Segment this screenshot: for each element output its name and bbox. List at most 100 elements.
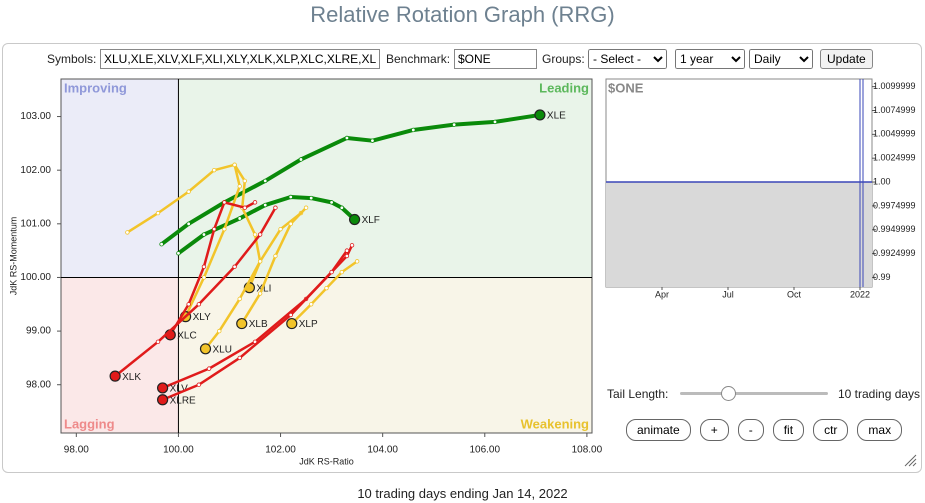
tail-point: [206, 366, 212, 371]
tail-point: [324, 285, 329, 291]
tail-point: [211, 226, 217, 232]
tail-point: [155, 210, 161, 216]
tail-label: Tail Length:: [607, 387, 669, 401]
tail-value: 10 trading days: [838, 387, 921, 401]
quadrant-label: Improving: [64, 80, 127, 95]
tail-point: [288, 221, 293, 227]
control-button[interactable]: animate: [626, 419, 691, 441]
y-tick-label: 103.00: [20, 111, 51, 122]
groups-label: Groups:: [542, 52, 585, 66]
head-marker: [236, 317, 248, 330]
quadrant: [178, 277, 593, 433]
quadrant-label: Lagging: [64, 416, 115, 431]
control-button[interactable]: +: [699, 419, 729, 441]
y-tick-label: 0.9949999: [873, 224, 916, 234]
x-tick-label: 98.00: [64, 445, 89, 456]
groups-select[interactable]: - Select -: [588, 49, 667, 69]
tail-point: [288, 312, 293, 318]
x-tick-label: 106.00: [469, 445, 500, 456]
tail-point: [242, 205, 248, 210]
plot-frame: [60, 78, 593, 434]
x-tick-label: 100.00: [163, 445, 194, 456]
symbols-label: Symbols:: [47, 52, 97, 66]
slider-handle[interactable]: [721, 386, 736, 401]
series-label: XLV: [170, 384, 188, 395]
quadrant: [61, 277, 179, 433]
footer: 10 trading days ending Jan 14, 2022: [357, 486, 568, 501]
series-label: XLK: [122, 372, 141, 383]
tail-point: [201, 275, 207, 280]
series-label: XLI: [256, 283, 271, 294]
tail-point: [278, 226, 283, 232]
series-label: XLRE: [170, 395, 196, 406]
series-label: XLE: [547, 111, 566, 122]
series-label: XLF: [362, 215, 380, 226]
tail-point: [354, 259, 360, 264]
tail-point: [263, 202, 268, 208]
x-tick-label: 2022: [850, 289, 870, 299]
update-button[interactable]: Update: [820, 49, 873, 69]
tail-point: [186, 189, 191, 194]
head-marker: [157, 382, 169, 394]
series-label: XLB: [249, 319, 268, 330]
control-button[interactable]: max: [857, 419, 903, 441]
frequency-select[interactable]: Daily: [749, 49, 813, 69]
tail-point: [176, 251, 181, 256]
tail-point: [196, 382, 202, 387]
head-marker: [157, 394, 169, 406]
tail-point: [201, 264, 207, 269]
page-title: Relative Rotation Graph (RRG): [310, 2, 615, 27]
series-label: XLU: [212, 344, 231, 355]
resize-grip: [904, 454, 917, 467]
symbols-input[interactable]: [100, 49, 380, 69]
x-tick-label: 102.00: [265, 445, 296, 456]
tail-point: [273, 205, 278, 210]
tail-point: [344, 253, 350, 259]
area-fill: [606, 182, 872, 287]
tail-point: [222, 200, 227, 205]
tail-point: [257, 259, 263, 264]
tail-point: [273, 253, 278, 259]
y-tick-label: 99.00: [26, 326, 51, 337]
head-marker: [348, 213, 361, 226]
y-tick-label: 102.00: [20, 165, 51, 176]
y-tick-label: 101.00: [20, 218, 51, 229]
control-button[interactable]: -: [737, 419, 764, 441]
y-tick-label: 1.0024999: [873, 153, 916, 163]
x-tick-label: Oct: [787, 289, 802, 299]
head-marker: [534, 109, 546, 121]
head-marker: [286, 317, 298, 330]
tail-point: [237, 355, 242, 361]
button-row: animate + - fit ctr max: [626, 419, 903, 441]
period-select[interactable]: 1 year: [675, 49, 745, 69]
tail-point: [298, 157, 304, 162]
tail-point: [196, 302, 202, 307]
series-label: XLC: [177, 330, 196, 341]
series-label: XLP: [299, 319, 318, 330]
tail-point: [339, 205, 345, 210]
benchmark-label: Benchmark:: [386, 52, 451, 66]
tail-point: [288, 194, 293, 200]
benchmark-input[interactable]: [454, 49, 537, 69]
tail-point: [252, 200, 258, 205]
control-button[interactable]: ctr: [813, 419, 849, 441]
tail-point: [217, 328, 222, 334]
tail-point: [339, 269, 345, 275]
tail-point: [222, 226, 227, 232]
control-button[interactable]: fit: [772, 419, 805, 441]
tail-point: [344, 135, 350, 141]
tail-point: [308, 302, 314, 307]
y-tick-label: 0.9974999: [873, 200, 916, 210]
tail-point: [159, 241, 164, 247]
y-tick-label: 0.9924999: [873, 248, 916, 258]
y-tick-label: 1.00: [873, 176, 891, 186]
tail-point: [232, 264, 237, 269]
slider-track[interactable]: [680, 392, 828, 395]
x-tick-label: 104.00: [367, 445, 398, 456]
tail: [204, 212, 302, 350]
tail-point: [242, 178, 248, 184]
y-tick-label: 98.00: [26, 379, 51, 390]
tail-point: [257, 291, 263, 296]
